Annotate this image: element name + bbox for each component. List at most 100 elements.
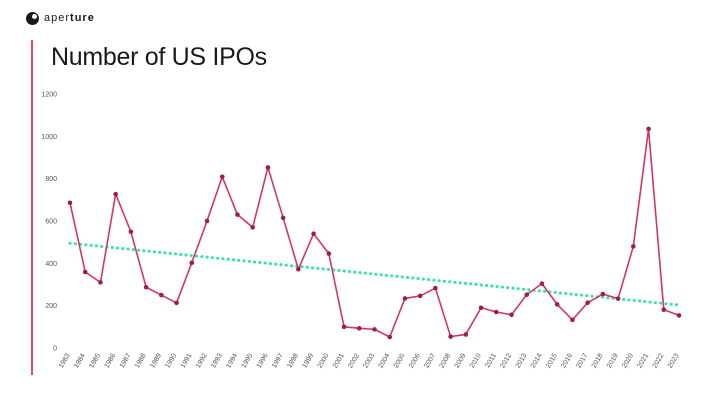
x-tick-label: 2008 (439, 352, 453, 369)
y-tick-label: 1200 (41, 92, 57, 99)
brand-name-suffix: ture (70, 12, 95, 24)
data-point (341, 324, 347, 330)
x-tick-label: 2009 (454, 352, 468, 369)
data-point (204, 218, 210, 224)
data-point (82, 269, 88, 275)
data-point (433, 285, 438, 291)
data-point (189, 260, 195, 265)
x-tick-label: 1984 (73, 352, 87, 369)
x-tick-label: 2012 (499, 352, 513, 369)
data-point (98, 280, 103, 285)
x-tick-label: 2007 (423, 352, 437, 369)
data-point (311, 231, 316, 236)
data-point (417, 293, 423, 299)
y-tick-label: 600 (45, 219, 57, 226)
y-tick-label: 800 (45, 176, 57, 183)
x-tick-label: 2022 (652, 352, 666, 369)
x-tick-label: 1989 (149, 352, 163, 369)
data-point (539, 281, 545, 286)
accent-bar (31, 40, 33, 375)
x-tick-label: 2001 (332, 352, 346, 369)
data-point (509, 312, 514, 318)
x-tick-label: 1993 (210, 352, 224, 369)
data-point (585, 300, 590, 306)
data-point (128, 229, 134, 235)
x-tick-label: 1992 (195, 352, 209, 369)
x-tick-label: 2006 (408, 352, 422, 369)
x-tick-label: 1986 (104, 352, 118, 369)
data-point (219, 174, 225, 180)
x-tick-label: 1999 (301, 352, 315, 369)
data-point (235, 212, 240, 217)
data-point (250, 225, 255, 230)
data-point (631, 244, 636, 249)
x-tick-label: 2002 (347, 352, 361, 369)
data-point (67, 200, 73, 206)
data-point (159, 292, 164, 298)
x-tick-label: 2005 (393, 352, 407, 369)
data-point (326, 251, 332, 256)
data-point (296, 266, 301, 272)
x-tick-label: 2014 (530, 352, 544, 369)
data-point (402, 296, 408, 301)
x-tick-label: 1988 (134, 352, 148, 369)
x-tick-label: 2004 (378, 352, 392, 369)
data-point (280, 215, 286, 221)
x-tick-label: 2016 (560, 352, 574, 369)
data-point (478, 305, 484, 311)
y-tick-label: 0 (53, 346, 57, 353)
trendline-layer (68, 241, 681, 307)
x-tick-label: 2021 (636, 352, 650, 369)
trendline (68, 241, 681, 307)
data-point (143, 284, 149, 290)
x-tick-label: 2017 (576, 352, 590, 369)
x-tick-label: 2000 (317, 352, 331, 369)
x-tick-label: 1990 (164, 352, 178, 369)
x-tick-label: 1997 (271, 352, 285, 369)
x-tick-label: 2013 (515, 352, 529, 369)
data-point (524, 292, 530, 297)
brand-name: aperture (44, 12, 95, 24)
x-tick-label: 1995 (241, 352, 255, 369)
data-point (356, 326, 362, 331)
y-tick-label: 200 (45, 303, 57, 310)
data-point (661, 307, 667, 312)
x-tick-label: 1991 (180, 352, 194, 369)
page-title: Number of US IPOs (51, 43, 267, 71)
data-point (600, 291, 606, 297)
data-point (372, 327, 377, 332)
x-tick-label: 2019 (606, 352, 620, 369)
data-point (174, 300, 179, 306)
x-tick-label: 1994 (225, 352, 239, 369)
brand-name-prefix: aper (44, 12, 71, 24)
x-tick-label: 1996 (256, 352, 270, 369)
x-tick-label: 2015 (545, 352, 559, 369)
data-point (265, 165, 271, 170)
brand-logo: aperture (26, 10, 95, 26)
series-layer (67, 126, 682, 340)
x-tick-label: 2018 (591, 352, 605, 369)
x-axis-ticks: 1983 1984 1985 1986 1987 1988 1989 1990 1991 1992… (58, 352, 681, 369)
y-tick-label: 400 (45, 261, 57, 268)
data-point (494, 309, 499, 315)
x-tick-label: 2020 (621, 352, 635, 369)
data-point (646, 126, 651, 132)
data-point (463, 332, 469, 337)
x-tick-label: 2003 (362, 352, 376, 369)
data-point (448, 334, 453, 339)
series-line (69, 128, 680, 338)
x-tick-label: 1983 (58, 352, 72, 369)
data-point (387, 334, 393, 340)
x-tick-label: 2010 (469, 352, 483, 369)
y-axis-ticks: 0 200 400 600 800 1000 1200 (41, 92, 57, 353)
x-tick-label: 1998 (286, 352, 300, 369)
y-tick-label: 1000 (41, 134, 57, 141)
x-tick-label: 2011 (484, 352, 498, 369)
aperture-logo-icon (26, 11, 39, 25)
data-point (570, 317, 575, 323)
data-point (615, 296, 621, 301)
x-tick-label: 2023 (667, 352, 681, 369)
data-point (676, 313, 682, 318)
data-point (554, 302, 560, 307)
